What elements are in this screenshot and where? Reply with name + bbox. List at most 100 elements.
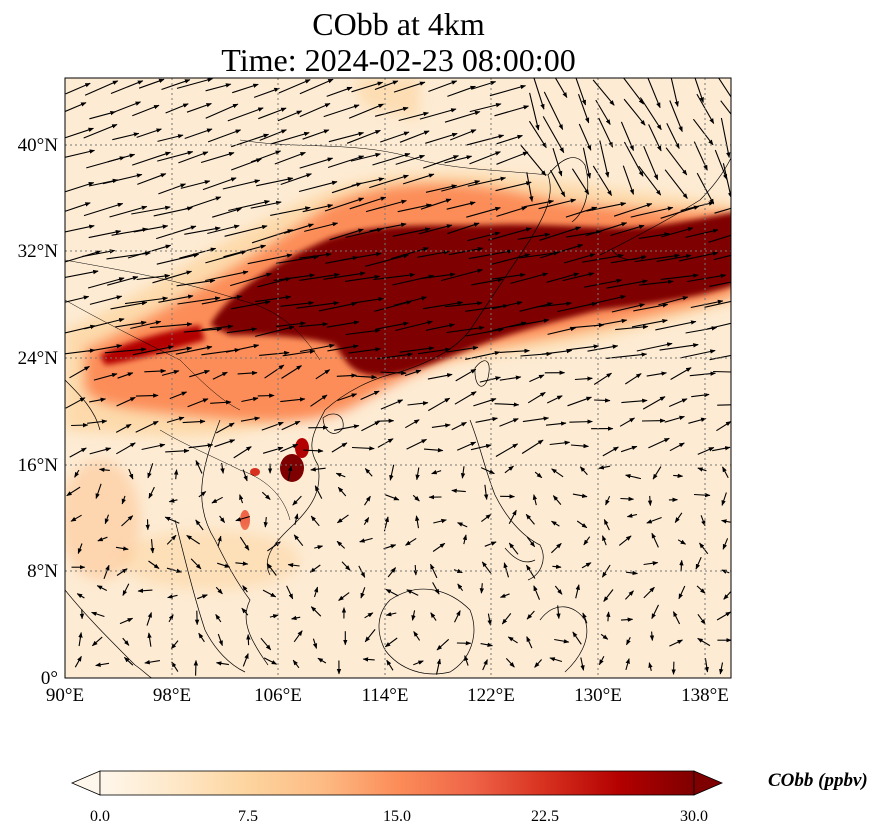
wind-vector [89,110,116,120]
wind-vector [362,657,375,662]
wind-vector [176,78,214,89]
wind-vector [215,422,235,434]
wind-vector [197,594,208,600]
wind-vector [508,542,519,555]
wind-vector [532,494,538,506]
wind-vector [184,128,213,140]
wind-vector [131,205,171,215]
wind-vector [231,300,271,310]
map-frame [64,77,732,679]
wind-vector [116,442,136,455]
wind-vector [488,227,532,241]
wind-vector [619,417,635,427]
coastline-indochina [201,409,326,666]
wind-vector [648,437,670,449]
wind-vector [504,465,514,474]
wind-vector [415,467,420,481]
wind-vector [215,586,223,595]
wind-vector [224,224,268,237]
wind-vector [148,560,160,569]
wind-vector [602,446,619,457]
lat-tick-label: 0° [41,668,58,689]
wind-vector [179,247,217,259]
wind-vector [184,226,221,235]
wind-vector [318,301,358,312]
wind-vector [571,168,590,195]
wind-vector [298,322,329,328]
wind-vector [517,232,551,240]
wind-vector [704,658,709,673]
wind-vector [572,493,588,498]
wind-vector [622,78,644,105]
wind-vector [233,446,252,459]
wind-vector [323,271,366,280]
wind-vector [212,371,228,380]
wind-vector [148,486,155,499]
wind-vector [293,630,303,643]
wind-vector [280,443,299,453]
wind-vector [721,519,731,524]
wind-vector [255,295,292,303]
wind-vector [699,542,709,555]
wind-vector [695,556,702,570]
wind-vector [180,180,211,189]
wind-vector [586,202,627,212]
wind-vector [577,94,590,124]
wind-vector [582,147,592,179]
wind-vector [84,80,119,96]
concentration-pale-south [120,530,300,590]
wind-vector [326,86,353,97]
wind-vector [691,392,710,398]
wind-vector [519,251,560,259]
wind-vector [286,585,294,600]
colorbar-extend-max [693,770,724,796]
wind-vector [93,372,118,381]
wind-vector [722,538,729,550]
wind-vector [349,196,387,210]
wind-vector [399,130,430,143]
wind-vector [484,541,497,547]
wind-vector [618,535,632,546]
coastline-borneo [378,588,475,675]
wind-vector [96,585,108,591]
wind-vector [615,324,649,331]
wind-vector [111,227,149,236]
wind-vector [135,393,159,398]
wind-vector [262,589,277,598]
wind-vector [251,229,294,244]
wind-vector [643,145,659,181]
wind-vector [293,534,304,547]
wind-vector [324,197,365,212]
wind-vector [395,154,426,165]
concentration-field [65,78,731,590]
wind-vector [525,513,535,525]
wind-vector [633,303,669,312]
wind-vector [456,441,477,451]
wind-vector [505,658,515,668]
lat-tick-label: 40°N [18,135,59,156]
wind-vector [526,564,536,579]
wind-vector [446,325,485,334]
wind-vector [337,393,358,402]
wind-vector [296,301,340,309]
wind-vector [392,227,431,237]
wind-vector [341,561,351,571]
coastline-malay [174,519,246,673]
chart-title: CObb at 4km [312,6,485,42]
wind-vector [299,157,334,169]
wind-vector [256,177,294,187]
wind-vector [358,565,366,578]
wind-vector [169,391,188,400]
wind-vector [554,638,570,644]
lon-axis: 90°E 98°E 106°E 114°E 122°E 130°E 138°E [46,685,729,706]
wind-vector [380,370,407,376]
wind-vector [168,498,178,503]
wind-vector [103,564,110,579]
wind-vector [523,199,555,208]
wind-vector [166,416,185,423]
wind-vector [606,279,648,289]
wind-vector [417,347,451,355]
wind-vector [374,106,409,117]
wind-vector [709,354,731,361]
wind-vector [638,232,670,239]
